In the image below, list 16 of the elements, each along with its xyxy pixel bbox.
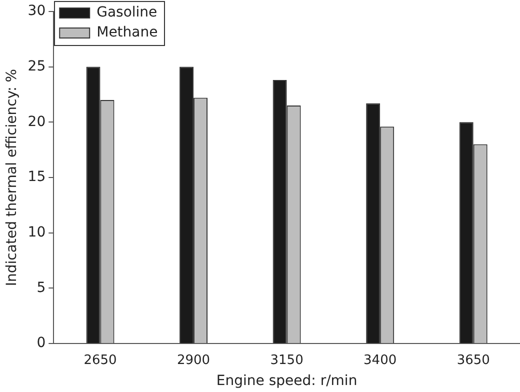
y-tick-label: 25	[28, 58, 46, 74]
y-tick-label: 10	[28, 224, 46, 241]
legend-label: Methane	[96, 24, 158, 41]
y-tick-label: 20	[28, 114, 46, 130]
y-tick-label: 15	[28, 169, 46, 186]
x-tick-label: 3650	[456, 352, 490, 368]
x-tick-label: 2900	[176, 352, 210, 368]
y-tick-label: 5	[36, 280, 46, 296]
x-tick-label: 3400	[364, 352, 397, 368]
y-tick-label: 30	[28, 3, 46, 20]
y-axis-title: Indicated thermal efficiency: %	[4, 68, 20, 286]
x-tick-label: 3150	[270, 352, 304, 368]
x-tick-label: 2650	[84, 352, 117, 368]
x-axis-title: Engine speed: r/min	[216, 373, 358, 390]
legend-label: Gasoline	[96, 4, 158, 21]
y-tick-label: 0	[36, 335, 46, 352]
